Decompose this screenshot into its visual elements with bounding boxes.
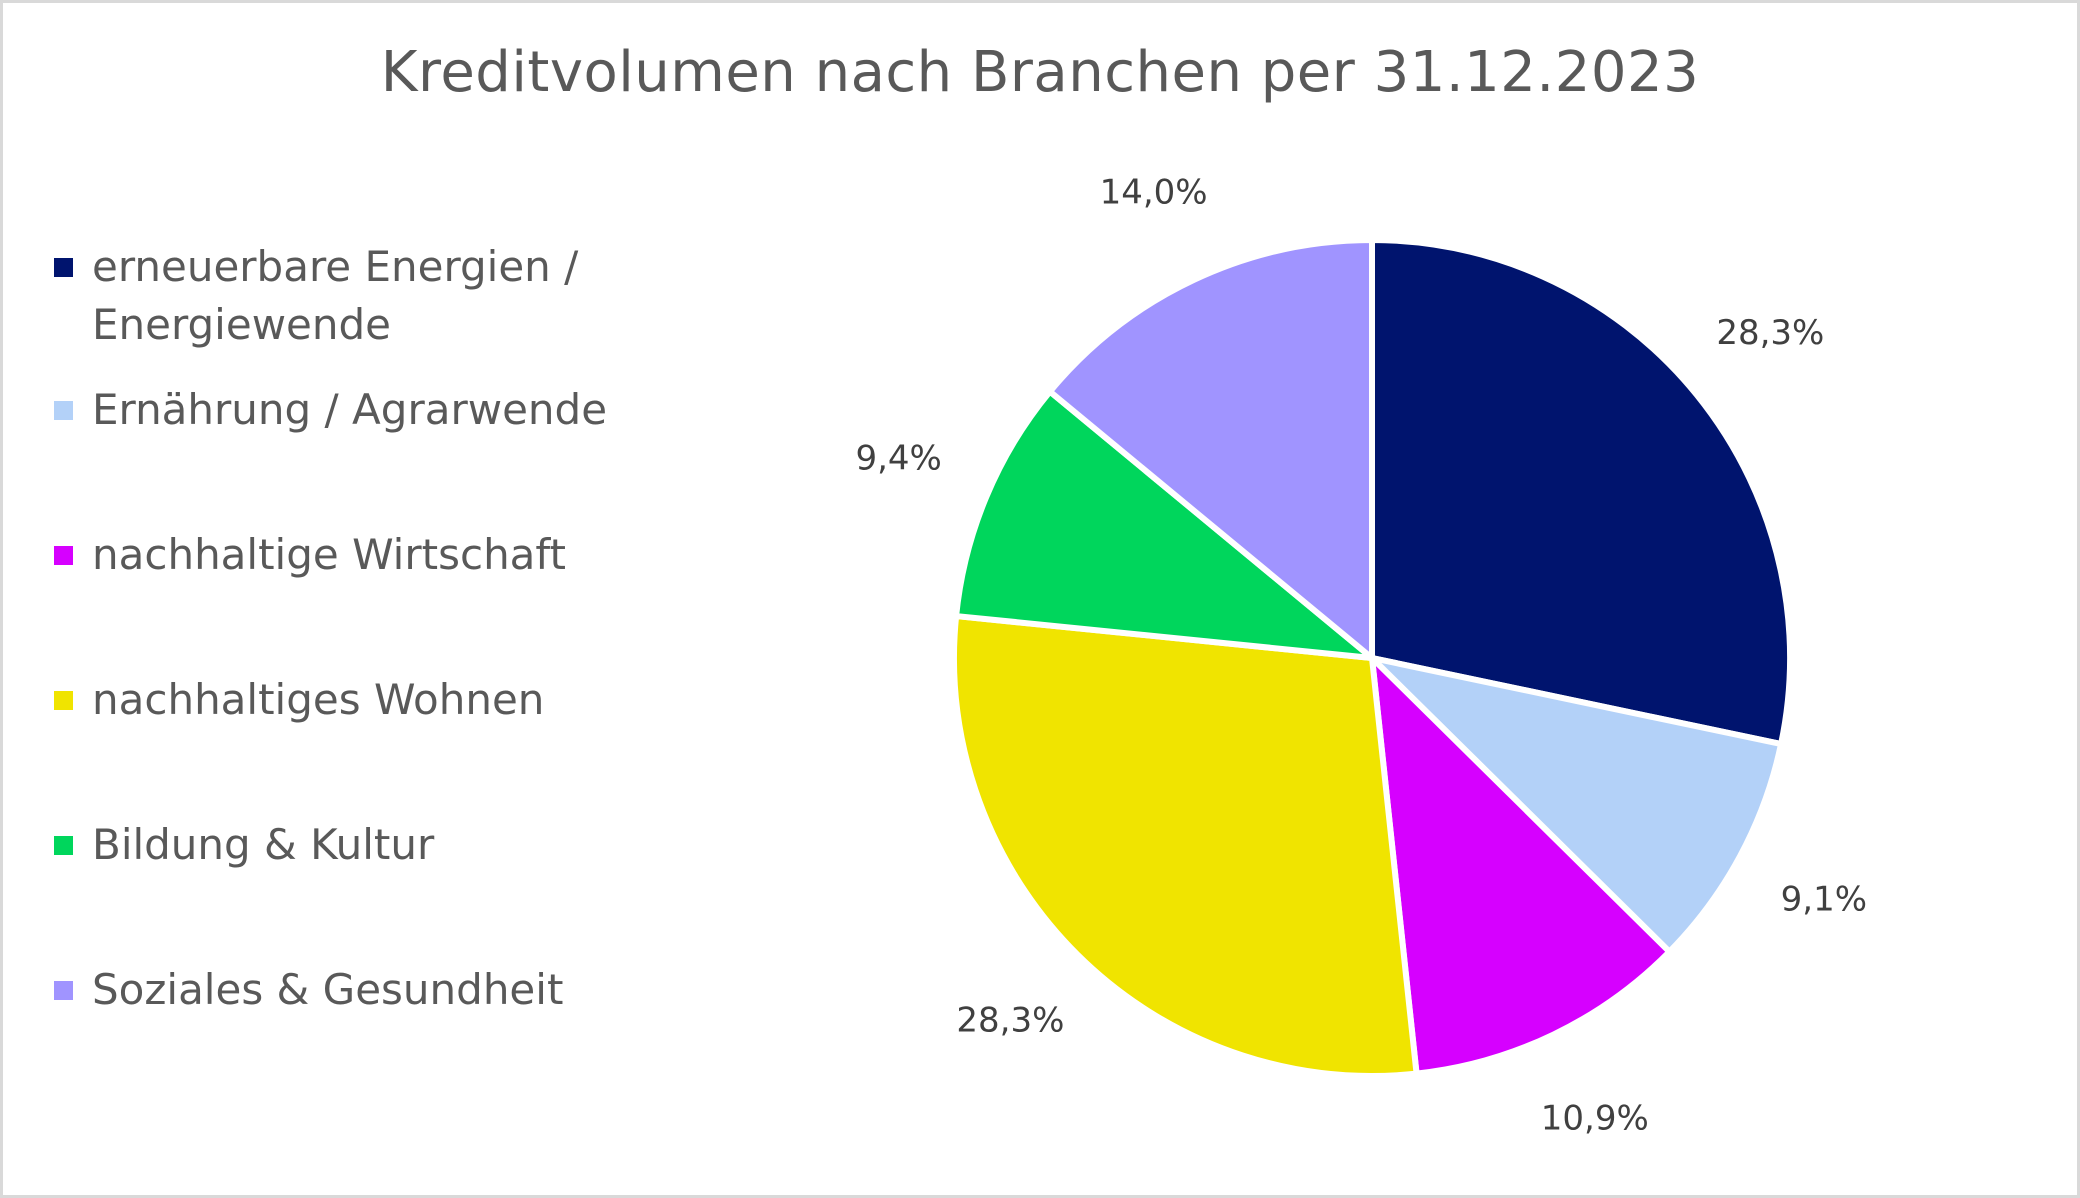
data-label-4: 9,4% xyxy=(855,439,941,479)
pie-slice-5[interactable] xyxy=(1046,237,1375,661)
legend-label: nachhaltiges Wohnen xyxy=(92,675,545,724)
legend-label: Bildung & Kultur xyxy=(92,820,435,869)
legend-item-nachhaltiges-wohnen[interactable]: nachhaltiges Wohnen xyxy=(54,671,652,729)
data-label-0: 28,3% xyxy=(1716,313,1824,353)
legend-swatch-icon xyxy=(54,258,73,277)
legend-swatch-icon xyxy=(54,836,73,855)
legend-item-bildung-kultur[interactable]: Bildung & Kultur xyxy=(54,816,652,874)
pie-slice-3[interactable] xyxy=(951,613,1420,1079)
legend-label: Ernährung / Agrarwende xyxy=(92,385,608,434)
pie-slice-2[interactable] xyxy=(1369,655,1673,1077)
data-label-3: 28,3% xyxy=(956,1000,1064,1040)
legend-label: erneuerbare Energien / Energiewende xyxy=(92,242,579,349)
data-label-5: 14,0% xyxy=(1100,172,1208,212)
pie-slice-4[interactable] xyxy=(953,388,1375,661)
data-label-2: 10,9% xyxy=(1541,1099,1649,1139)
legend-item-ernaehrung[interactable]: Ernährung / Agrarwende xyxy=(54,381,652,439)
legend-label: Soziales & Gesundheit xyxy=(92,965,564,1014)
chart-title: Kreditvolumen nach Branchen per 31.12.20… xyxy=(380,40,1700,105)
data-label-1: 9,1% xyxy=(1781,879,1867,919)
pie-slice-0[interactable] xyxy=(1369,237,1793,748)
legend-swatch-icon xyxy=(54,691,73,710)
legend-item-nachhaltige-wirtschaft[interactable]: nachhaltige Wirtschaft xyxy=(54,526,652,584)
legend-swatch-icon xyxy=(54,546,73,565)
legend-item-erneuerbare-energien[interactable]: erneuerbare Energien / Energiewende xyxy=(54,238,612,354)
legend-swatch-icon xyxy=(54,981,73,1000)
legend-item-soziales-gesundheit[interactable]: Soziales & Gesundheit xyxy=(54,961,652,1019)
legend-label: nachhaltige Wirtschaft xyxy=(92,530,566,579)
pie-slice-1[interactable] xyxy=(1369,655,1785,955)
legend-swatch-icon xyxy=(54,401,73,420)
